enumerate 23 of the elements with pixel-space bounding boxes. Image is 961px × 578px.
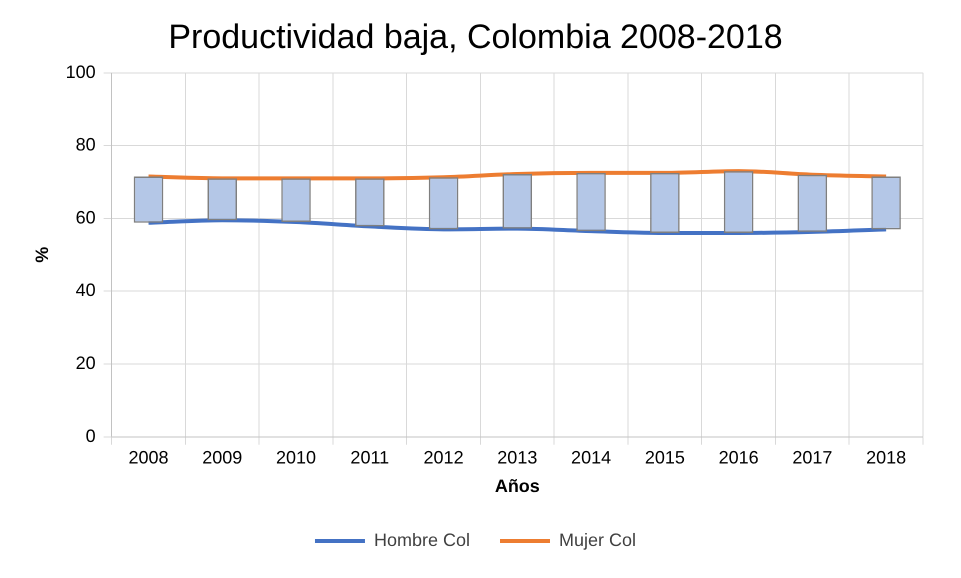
x-tick-label: 2018 (866, 448, 906, 468)
legend-label: Mujer Col (559, 530, 636, 550)
y-tick-label: 40 (76, 280, 96, 300)
x-tick-label: 2017 (792, 448, 832, 468)
y-tick-label: 0 (86, 426, 96, 446)
x-tick-label: 2013 (497, 448, 538, 468)
y-tick-label: 100 (66, 62, 96, 82)
x-tick-label: 2010 (276, 448, 316, 468)
x-tick-label: 2016 (718, 448, 759, 468)
x-tick-label: 2011 (350, 448, 390, 468)
chart-title: Productividad baja, Colombia 2008-2018 (168, 18, 783, 56)
x-tick-label: 2014 (571, 448, 612, 468)
x-tick-label: 2009 (202, 448, 242, 468)
y-tick-label: 20 (76, 352, 96, 373)
x-tick-label: 2008 (128, 448, 169, 468)
y-tick-label: 60 (76, 207, 96, 228)
y-axis-title: % (32, 246, 52, 263)
x-tick-label: 2012 (424, 448, 464, 468)
x-axis-title: Años (494, 476, 540, 496)
y-tick-label: 80 (76, 134, 96, 155)
line-series (146, 169, 888, 180)
legend-label: Hombre Col (374, 530, 470, 550)
x-tick-label: 2015 (644, 448, 685, 468)
